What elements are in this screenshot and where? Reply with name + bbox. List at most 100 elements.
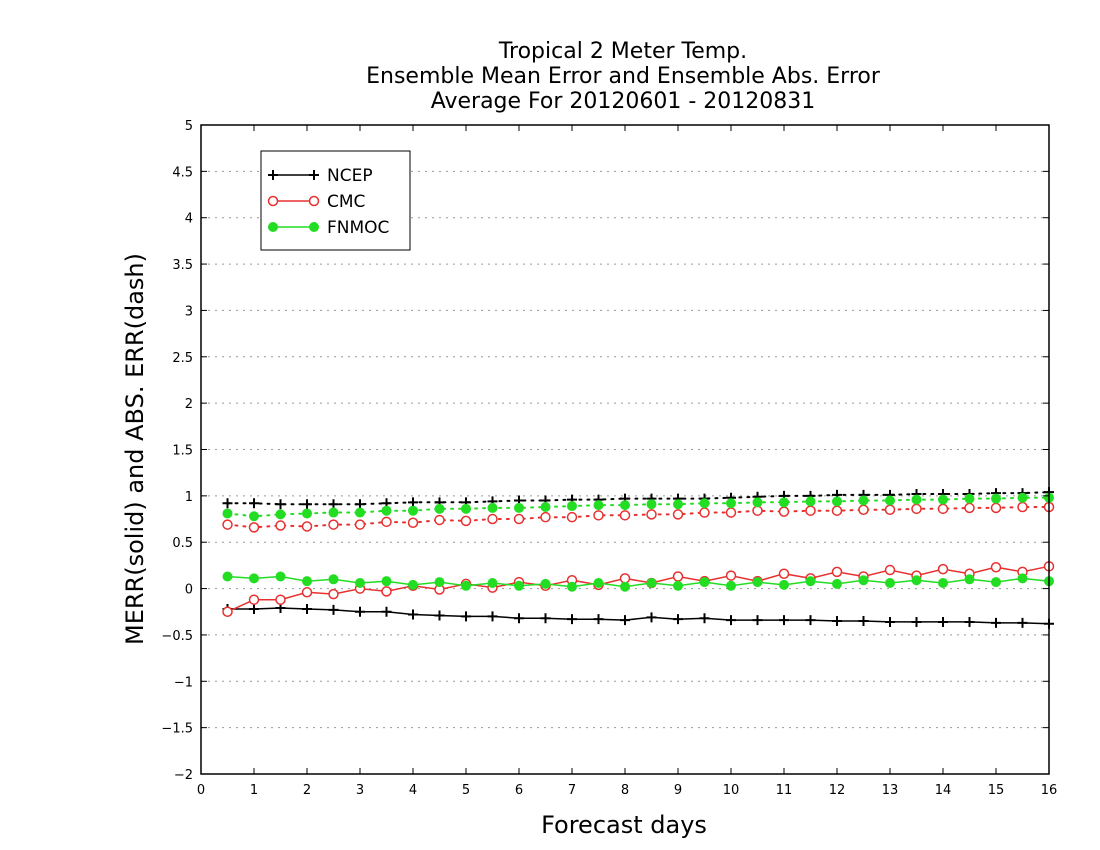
ncep-abs-error-point	[249, 498, 259, 509]
fnmoc-mean-error-point	[567, 581, 577, 592]
cmc-abs-error-point	[805, 505, 816, 516]
y-tick-label: 2.5	[172, 351, 193, 366]
fnmoc-mean-error-point	[593, 578, 604, 589]
x-tick-label: 13	[882, 783, 899, 798]
cmc-mean-error-point	[222, 606, 233, 617]
cmc-abs-error-point	[275, 520, 286, 531]
ncep-mean-error-point	[938, 616, 948, 627]
fnmoc-mean-error-point	[805, 576, 816, 587]
fnmoc-abs-error-point	[699, 498, 710, 509]
ncep-mean-error-point	[487, 611, 498, 622]
fnmoc-mean-error-point	[726, 580, 736, 591]
ncep-mean-error-point	[673, 614, 683, 625]
cmc-abs-error-point	[566, 511, 578, 523]
cmc-abs-error-line	[226, 506, 1050, 529]
x-tick-label: 4	[409, 783, 417, 798]
cmc-abs-error-point	[911, 503, 922, 515]
x-tick-label: 2	[303, 783, 311, 798]
y-tick-label: 0	[185, 583, 193, 598]
fnmoc-mean-error-point	[381, 576, 392, 587]
ncep-mean-error-point	[805, 615, 816, 626]
cmc-abs-error-point	[354, 519, 366, 530]
legend-marker-cmc	[267, 195, 279, 207]
cmc-mean-error-point	[725, 570, 737, 581]
cmc-abs-error-point	[646, 509, 657, 520]
fnmoc-mean-error-point	[434, 577, 445, 588]
fnmoc-abs-error-point	[805, 496, 816, 507]
cmc-abs-error-point	[699, 507, 710, 518]
legend-marker-cmc	[308, 195, 320, 207]
fnmoc-mean-error-point	[514, 580, 524, 591]
fnmoc-mean-error-point	[302, 576, 312, 587]
fnmoc-abs-error-point	[408, 505, 418, 516]
cmc-abs-error-point	[593, 510, 604, 521]
fnmoc-mean-error-point	[938, 578, 948, 589]
fnmoc-abs-error-point	[779, 497, 789, 508]
x-tick-label: 7	[568, 783, 576, 798]
ncep-abs-error-point	[222, 498, 233, 509]
cmc-abs-error-point	[884, 504, 896, 516]
fnmoc-mean-error-point	[646, 578, 657, 589]
fnmoc-abs-error-point	[646, 499, 657, 510]
fnmoc-mean-error-point	[858, 575, 869, 586]
fnmoc-mean-error-point	[408, 579, 418, 590]
x-tick-label: 16	[1041, 783, 1058, 798]
y-tick-label: 4	[185, 212, 193, 227]
ncep-abs-error-point	[328, 499, 339, 510]
y-tick-label: −1	[174, 675, 193, 690]
fnmoc-mean-error-point	[699, 577, 710, 588]
cmc-mean-error-point	[619, 573, 631, 584]
cmc-mean-error-point	[381, 586, 392, 597]
ncep-abs-error-point	[302, 499, 312, 510]
cmc-abs-error-point	[778, 506, 790, 517]
fnmoc-abs-error-point	[487, 502, 498, 513]
ncep-mean-error-point	[646, 612, 657, 623]
ncep-mean-error-point	[514, 613, 524, 624]
y-tick-label: 3.5	[172, 258, 193, 273]
cmc-abs-error-point	[937, 503, 949, 515]
fnmoc-abs-error-point	[964, 493, 975, 504]
cmc-abs-error-point	[434, 514, 445, 526]
chart-title-line-1: Tropical 2 Meter Temp.	[498, 39, 747, 64]
y-tick-label: 4.5	[172, 165, 193, 180]
fnmoc-abs-error-point	[938, 494, 948, 505]
fnmoc-mean-error-point	[752, 577, 763, 588]
legend-marker-fnmoc	[268, 222, 278, 232]
legend-label-fnmoc: FNMOC	[327, 218, 389, 238]
ncep-abs-error-point	[275, 499, 286, 510]
fnmoc-abs-error-line	[226, 496, 1050, 518]
legend-marker-fnmoc	[309, 222, 319, 232]
cmc-abs-error-point	[831, 505, 843, 516]
fnmoc-abs-error-point	[726, 498, 736, 509]
x-tick-label: 14	[935, 783, 952, 798]
fnmoc-mean-error-point	[1017, 573, 1028, 584]
fnmoc-mean-error-point	[911, 575, 922, 586]
fnmoc-mean-error-point	[964, 574, 975, 585]
ncep-mean-error-point	[752, 615, 763, 626]
mean-error-series-layer	[222, 561, 1055, 629]
y-tick-label: 1	[185, 490, 193, 505]
fnmoc-abs-error-point	[620, 500, 630, 511]
ncep-abs-error-point	[408, 497, 418, 508]
cmc-mean-error-point	[884, 564, 896, 576]
fnmoc-mean-error-point	[885, 578, 895, 589]
fnmoc-abs-error-point	[381, 505, 392, 516]
fnmoc-abs-error-point	[991, 493, 1001, 504]
ncep-mean-error-point	[779, 615, 789, 626]
fnmoc-mean-error-point	[249, 573, 259, 584]
cmc-abs-error-point	[513, 513, 525, 525]
legend-marker-ncep	[268, 170, 278, 180]
fnmoc-mean-error-point	[461, 580, 471, 591]
ncep-mean-error-line	[227, 607, 1050, 625]
ncep-mean-error-point	[355, 606, 365, 617]
ncep-abs-error-line	[226, 491, 1050, 506]
legend-label-ncep: NCEP	[327, 166, 373, 186]
x-tick-label: 3	[356, 783, 364, 798]
cmc-mean-error-point	[275, 594, 286, 605]
fnmoc-abs-error-point	[355, 507, 365, 518]
fnmoc-mean-error-point	[355, 578, 365, 589]
cmc-mean-error-point	[990, 561, 1002, 573]
ncep-mean-error-point	[302, 603, 312, 614]
cmc-abs-error-point	[964, 502, 975, 514]
